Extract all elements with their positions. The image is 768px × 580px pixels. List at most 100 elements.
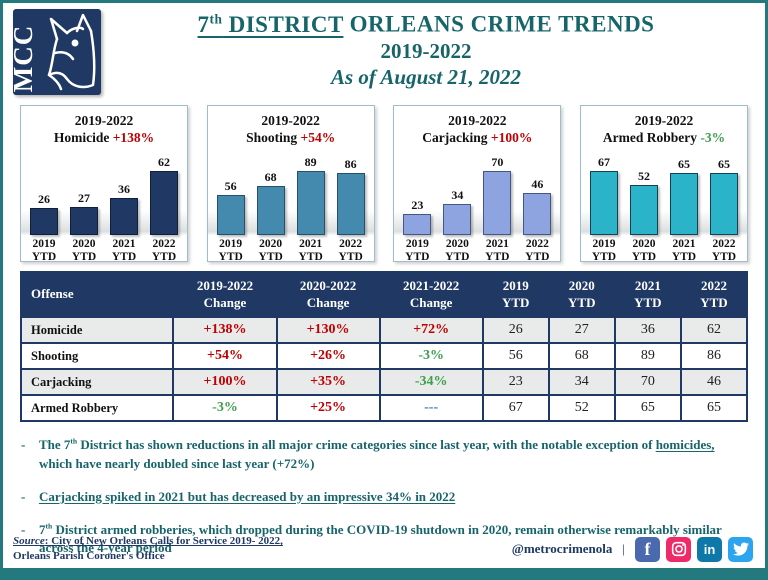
change-cell: -34% [378,368,484,396]
column-header: Offense [19,271,175,318]
chart-subtitle: Shooting +54% [208,130,374,147]
change-cell: +35% [275,368,381,396]
chart-homicide: 2019-2022 Homicide +138% 26 27 36 62 2019 Y… [20,105,188,264]
ytd-cell: 89 [613,342,682,370]
column-header: 2020 YTD [547,271,616,318]
bar [589,170,618,235]
bar [443,203,472,235]
bar [216,194,245,235]
bullet-segment: homicides, [655,437,715,452]
social-bar: @metrocrimenola | f in [512,536,753,562]
bar [150,170,178,235]
chart-x-axis: 2019 YTD 2020 YTD 2021 YTD 2022 YTD [581,235,747,264]
chart-offense-label: Homicide [53,129,113,145]
bar-value-label: 62 [158,154,170,169]
chart-x-axis: 2019 YTD 2020 YTD 2021 YTD 2022 YTD [208,235,374,264]
bar-value-label: 89 [304,154,317,169]
bullet-item: -7th District armed robberies, which dro… [21,521,743,559]
bar-column: 23 [403,198,432,235]
ytd-cell: 26 [481,316,550,344]
chart-change-percent: +100% [490,129,533,145]
bullet-text: The 7th District has shown reductions in… [39,436,743,474]
column-header: 2020-2022 Change [275,271,381,318]
chart-title: 2019-2022 [448,113,507,128]
footer: Source: City of New Orleans Calls for Se… [13,534,753,564]
bullet-segment: The 7 [39,437,71,452]
source-line-2: Orleans Parish Coroner's Office [13,550,165,563]
column-header: 2022 YTD [679,271,749,318]
chart-carjacking: 2019-2022 Carjacking +100% 23 34 70 46 2019… [393,105,562,264]
bar-column: 36 [110,182,138,235]
chart-x-axis: 2019 YTD 2020 YTD 2021 YTD 2022 YTD [394,235,560,264]
ytd-cell: 36 [613,316,682,344]
bar-value-label: 86 [344,156,357,171]
ytd-cell: 62 [679,316,749,344]
ytd-cell: 23 [481,368,550,396]
bar [296,170,325,235]
twitter-icon[interactable] [728,536,753,562]
commentary-section: - The 7th District has shown reductions i… [3,422,765,558]
bullet-item: - The 7th District has shown reductions i… [21,436,743,474]
chart-plot-area: 26 27 36 62 [21,146,187,235]
offense-cell: Shooting [19,342,175,370]
change-cell: -3% [172,394,278,422]
change-cell: +130% [275,316,381,344]
x-axis-label: 2022 YTD [711,237,737,263]
chart-title: 2019-2022 [261,113,320,128]
x-axis-label: 2019 YTD [31,237,57,263]
table-row: Carjacking +100% +35% -34% 23 34 70 46 [19,368,749,396]
bar [709,172,738,235]
bar [336,172,365,235]
bar-column: 56 [216,178,245,235]
bar [403,213,432,235]
bullet-segment: which have nearly doubled since last yea… [39,455,315,471]
bar-value-label: 65 [717,156,730,171]
ytd-cell: 27 [547,316,616,344]
bar [30,207,58,235]
x-axis-label: 2021 YTD [298,237,323,263]
chart-x-axis: 2019 YTD 2020 YTD 2021 YTD 2022 YTD [21,235,187,264]
change-cell: +72% [378,316,484,344]
bullet-segment: 7 [39,521,46,537]
chart-change-percent: +54% [300,129,336,145]
offense-cell: Homicide [19,316,175,344]
bar-column: 62 [150,155,178,235]
ytd-cell: 67 [481,394,550,422]
column-header: 2019-2022 Change [172,271,278,318]
x-axis-label: 2019 YTD [591,237,617,263]
title-district-number: 7 [197,11,210,37]
source-note: Source: City of New Orleans Calls for Se… [13,534,283,564]
table-row: Shooting +54% +26% -3% 56 68 89 86 [19,342,749,370]
chart-change-percent: +138% [112,129,155,145]
bar [256,185,285,235]
charts-row: 2019-2022 Homicide +138% 26 27 36 62 2019 Y… [3,105,765,264]
column-header: 2019 YTD [481,271,550,318]
chart-plot-area: 67 52 65 65 [580,146,747,235]
chart-subtitle: Homicide +138% [21,130,187,147]
facebook-icon[interactable]: f [635,536,660,562]
title-ordinal-suffix: th [209,11,223,26]
bar-value-label: 46 [531,176,544,191]
bottom-accent-bar [3,568,765,577]
bar-value-label: 67 [597,154,610,169]
linkedin-icon[interactable]: in [697,536,722,562]
source-text: : City of New Orleans Calls for Service … [44,535,283,548]
title-as-of-date: As of August 21, 2022 [330,64,521,89]
title-year-range: 2019-2022 [380,38,472,63]
x-axis-label: 2020 YTD [71,237,97,263]
chart-shooting: 2019-2022 Shooting +54% 56 68 89 86 2019 YT… [206,105,375,264]
ytd-cell: 70 [613,368,682,396]
mcc-logo: MCC [13,9,101,95]
bar-column: 89 [296,154,325,235]
bar-column: 68 [256,170,285,235]
change-cell: +54% [172,342,278,370]
bar-column: 52 [629,169,658,235]
bar-value-label: 34 [451,187,464,202]
instagram-icon[interactable] [666,536,691,562]
bar [669,172,698,235]
bar-value-label: 56 [224,178,237,193]
title-district-word: DISTRICT [222,11,344,37]
bar-column: 65 [669,157,698,235]
page-title: 7th DISTRICT ORLEANS CRIME TRENDS [101,11,751,38]
bar-column: 65 [709,156,738,235]
